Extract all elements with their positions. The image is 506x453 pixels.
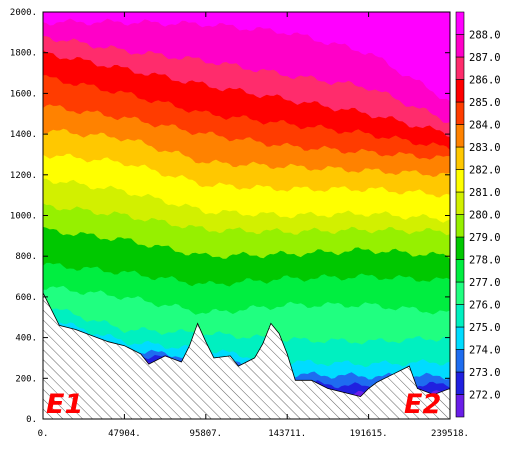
colorbar-label: 281.0 [469,187,501,199]
x-axis-ticks: 0. 47904. 95807. 143711. 191615. 239518. [38,12,469,439]
colorbar-box [455,34,465,58]
colorbar-label: 279.0 [469,232,501,244]
colorbar-box [455,259,465,283]
end-point-label: E2 [404,389,441,420]
colorbar-box [455,191,465,215]
colorbar-label: 288.0 [469,30,501,42]
colorbar-box [455,304,465,328]
colorbar-box [455,79,465,103]
y-tick-label: 800. [15,252,37,262]
terrain [43,292,450,419]
y-tick-label: 2000. [10,8,37,18]
x-tick-label: 239518. [431,429,469,439]
colorbar-box [455,281,465,305]
colorbar-box [455,101,465,125]
start-point-label: E1 [46,389,83,420]
y-tick-label: 1600. [10,89,37,99]
colorbar-label: 273.0 [469,367,501,379]
y-tick-label: 1000. [10,212,37,222]
colorbar-label: 283.0 [469,142,501,154]
x-tick-label: 191615. [350,429,388,439]
colorbar-label: 284.0 [469,120,501,132]
y-tick-label: 600. [15,293,37,303]
colorbar-box [455,11,465,35]
colorbar-label: 272.0 [469,390,501,402]
colorbar-label: 287.0 [469,52,501,64]
terrain-fill [43,292,450,419]
x-tick-label: 143711. [268,429,306,439]
colorbar-label: 285.0 [469,97,501,109]
colorbar-box [455,146,465,170]
colorbar-label: 278.0 [469,255,501,267]
x-tick-label: 47904. [108,429,141,439]
x-tick-label: 95807. [190,429,223,439]
colorbar-box [455,214,465,238]
colorbar-label: 276.0 [469,300,501,312]
y-tick-label: 400. [15,334,37,344]
y-axis-ticks: 0. 200. 400. 600. 800. 1000. 1200. 1400. 1600. 18… [10,8,450,425]
y-tick-label: 1400. [10,130,37,140]
colorbar-box [455,394,465,418]
colorbar-box [455,124,465,148]
y-tick-label: 0. [26,415,37,425]
colorbar-label: 274.0 [469,345,501,357]
y-tick-label: 200. [15,374,37,384]
contour-bands [43,12,450,419]
colorbar-box [455,169,465,193]
colorbar-box [455,56,465,80]
colorbar: 272.0 273.0 274.0 275.0 276.0 277.0 278.0 279.0… [455,11,501,418]
colorbar-label: 282.0 [469,165,501,177]
colorbar-label: 277.0 [469,277,501,289]
colorbar-label: 286.0 [469,75,501,87]
colorbar-box [455,349,465,373]
colorbar-box [455,371,465,395]
colorbar-box [455,236,465,260]
colorbar-box [455,326,465,350]
x-tick-label: 0. [38,429,49,439]
colorbar-label: 275.0 [469,322,501,334]
y-tick-label: 1200. [10,171,37,181]
y-tick-label: 1800. [10,49,37,59]
colorbar-label: 280.0 [469,210,501,222]
band-288.0 [43,12,450,102]
